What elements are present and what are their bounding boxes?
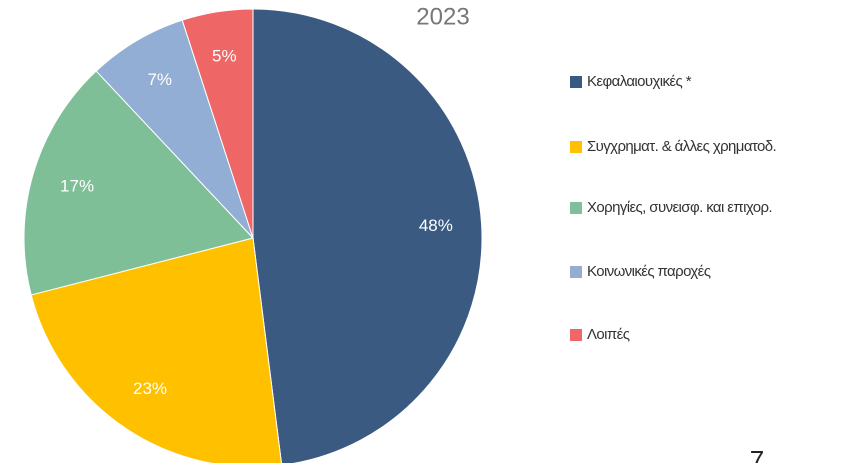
chart-title: 2023 <box>416 3 469 30</box>
legend-swatch <box>570 76 582 88</box>
legend-label: Κοινωνικές παροχές <box>587 263 711 280</box>
legend-label: Συγχρηματ. & άλλες χρηματοδ. <box>587 138 776 155</box>
legend-swatch <box>570 329 582 341</box>
legend-label: Κεφαλαιουχικές * <box>587 73 692 90</box>
legend-label: Χορηγίες, συνεισφ. και επιχορ. <box>587 199 772 216</box>
legend-swatch <box>570 141 582 153</box>
pie-slice <box>30 237 282 463</box>
legend-label: Λοιπές <box>587 326 630 343</box>
pie-slice <box>252 8 483 463</box>
legend-swatch <box>570 266 582 278</box>
data-label: 17% <box>60 176 94 195</box>
page-number: 7 <box>750 445 764 463</box>
legend-swatch <box>570 202 582 214</box>
data-label: 7% <box>147 70 172 89</box>
data-label: 48% <box>419 216 453 235</box>
pie-slice <box>23 70 254 296</box>
data-label: 5% <box>212 47 237 66</box>
data-label: 23% <box>133 379 167 398</box>
pie-slice <box>181 8 254 239</box>
